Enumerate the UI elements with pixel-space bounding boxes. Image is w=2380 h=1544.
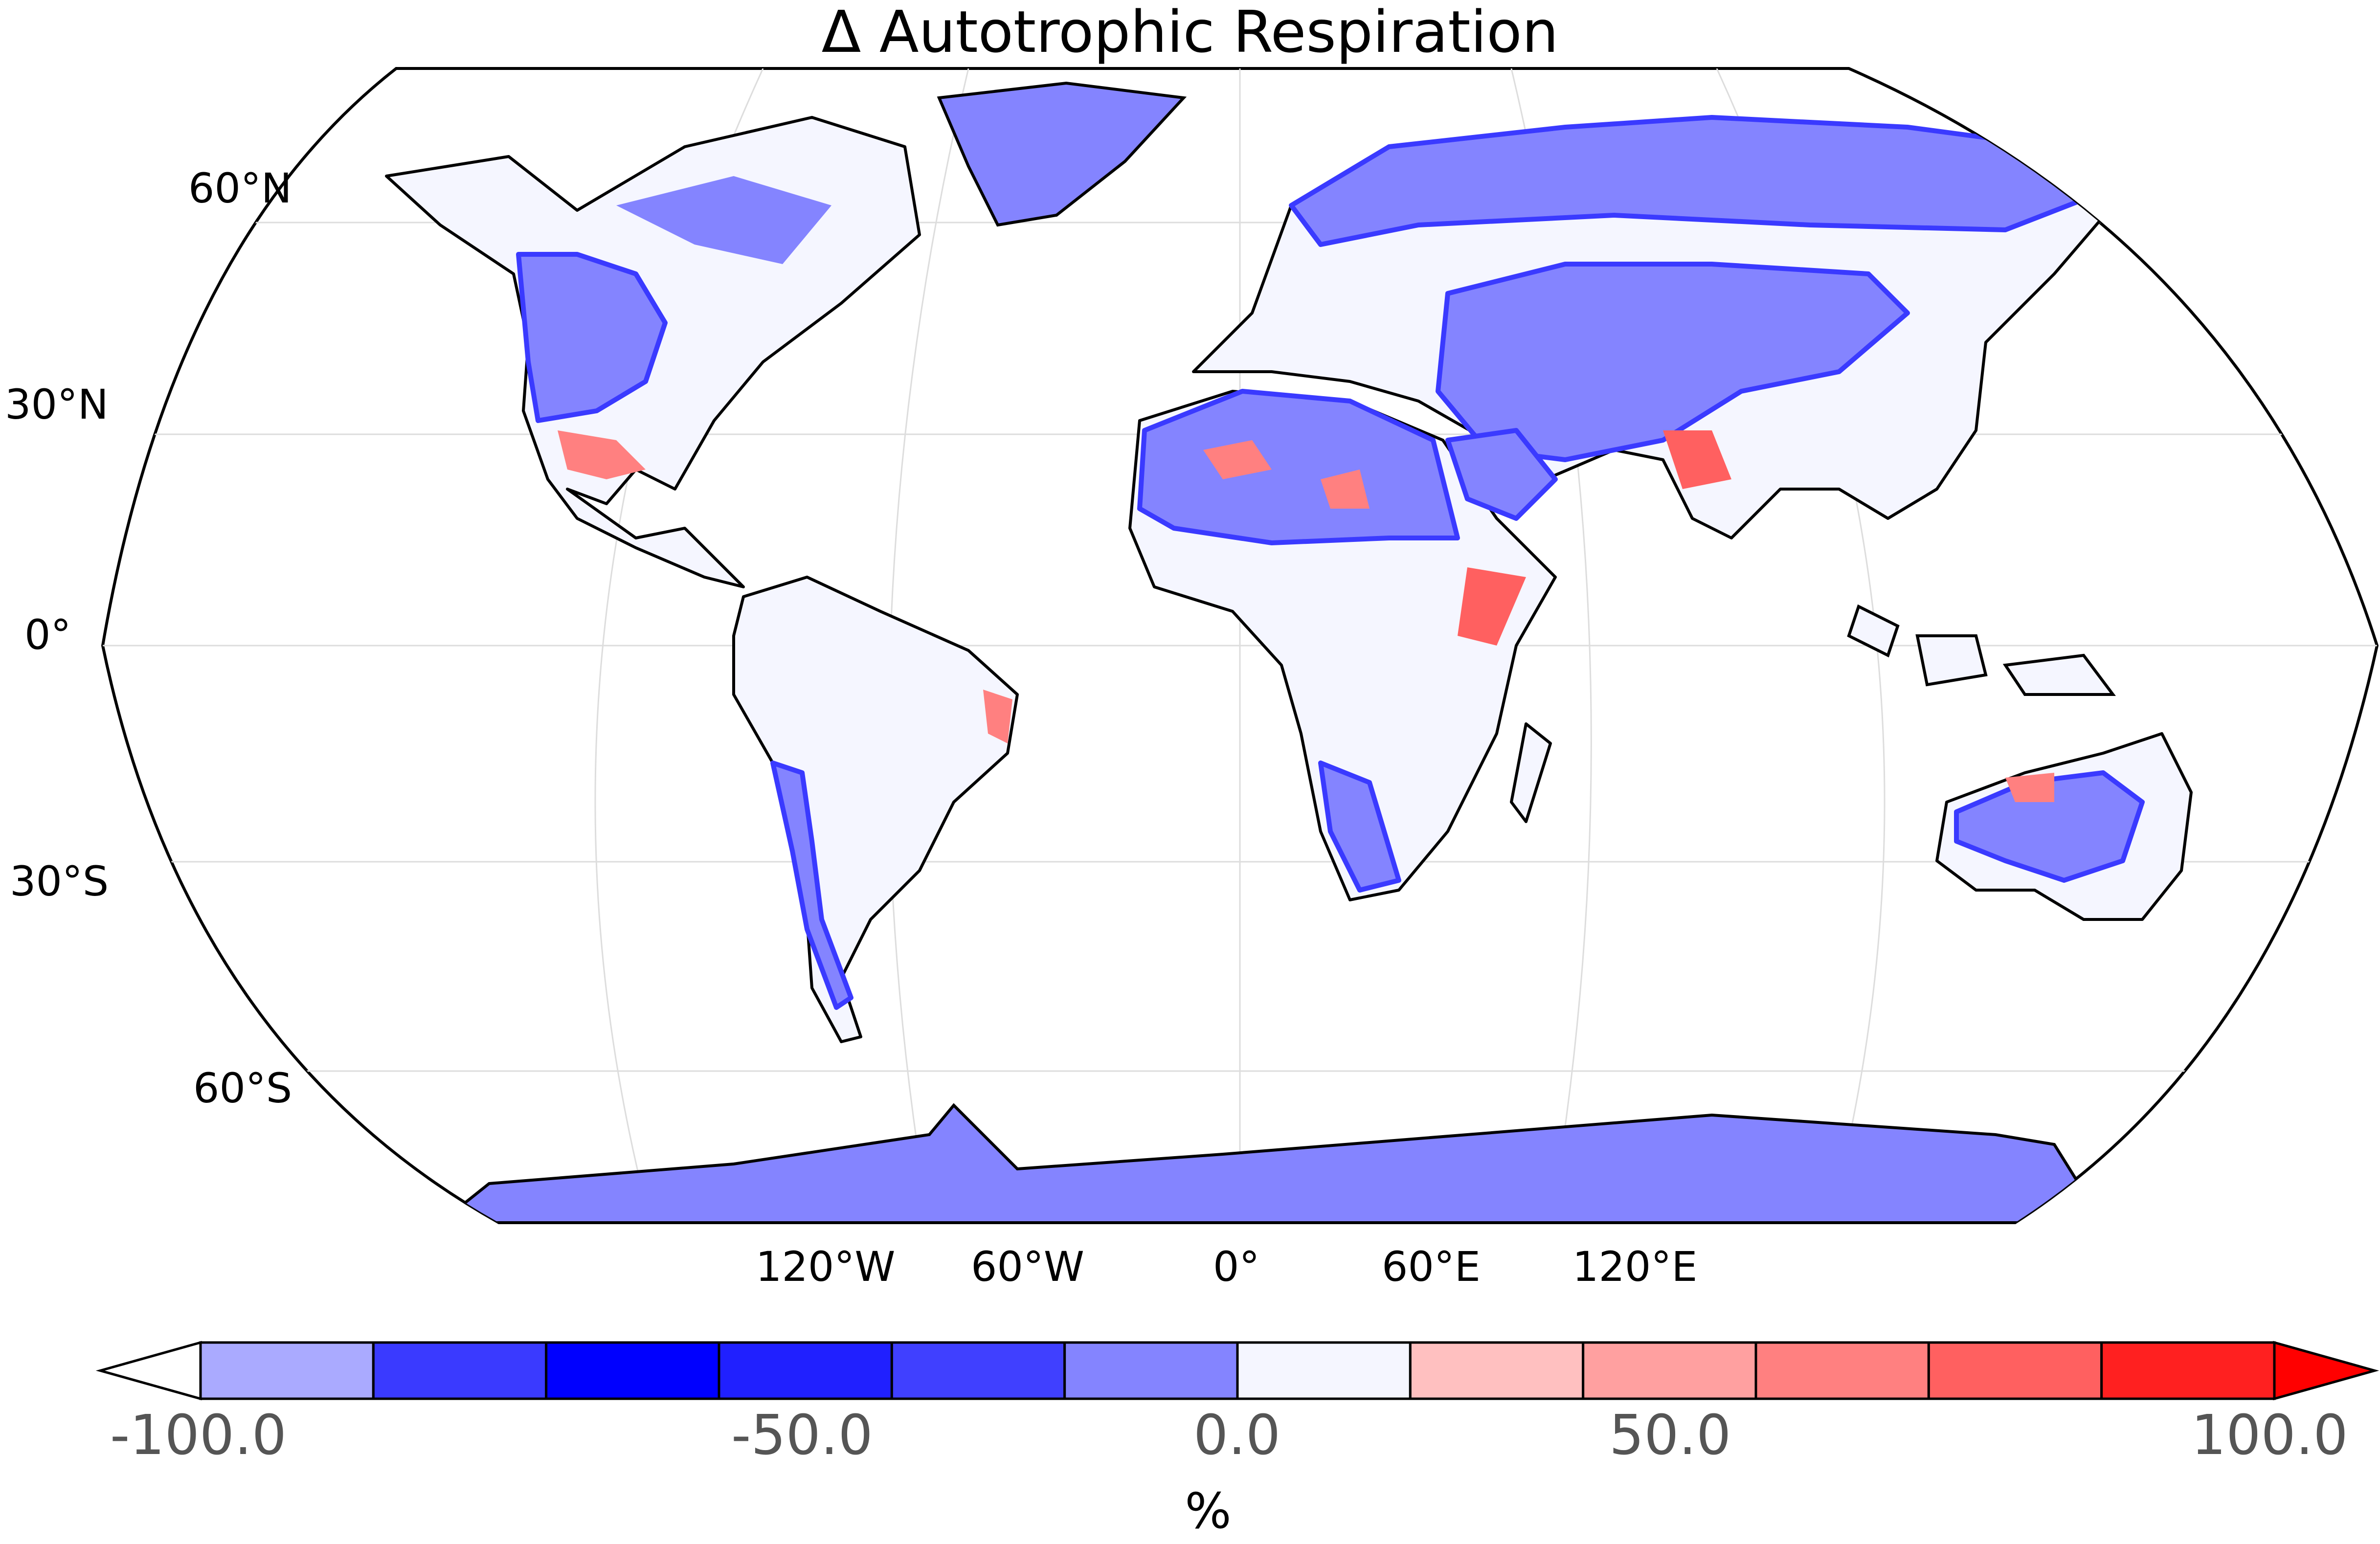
greenland	[937, 81, 1187, 227]
colorbar-segment	[2100, 1341, 2276, 1400]
colorbar-tick-label: -50.0	[731, 1404, 873, 1467]
lon-label-0: 0°	[1213, 1243, 1260, 1291]
colorbar-segment	[890, 1341, 1066, 1400]
colorbar-tick-label: -100.0	[110, 1404, 287, 1467]
colorbar-unit-label: %	[1185, 1482, 1232, 1540]
colorbar-tick-label: 50.0	[1609, 1404, 1731, 1467]
colorbar-tick-label: 100.0	[2191, 1404, 2348, 1467]
lat-label-60s: 60°S	[193, 1064, 292, 1112]
south-america	[732, 576, 1019, 1043]
map-title: Δ Autotrophic Respiration	[821, 0, 1559, 66]
colorbar-segment	[199, 1341, 375, 1400]
lon-label-60w: 60°W	[971, 1243, 1084, 1291]
colorbar-segment	[1236, 1341, 1412, 1400]
colorbar-segment	[372, 1341, 548, 1400]
colorbar-segment	[1409, 1341, 1585, 1400]
antarctica	[436, 1103, 2106, 1223]
colorbar-segment	[545, 1341, 720, 1400]
lon-label-60e: 60°E	[1382, 1243, 1481, 1291]
lat-label-30s: 30°S	[10, 857, 109, 905]
colorbar-tick-label: 0.0	[1193, 1404, 1281, 1467]
lon-label-120w: 120°W	[756, 1243, 896, 1291]
lat-label-30n: 30°N	[5, 380, 109, 428]
colorbar-segment	[1582, 1341, 1757, 1400]
eurasia	[1192, 115, 2114, 539]
north-america	[385, 116, 921, 588]
africa	[1128, 389, 1557, 901]
australia	[1935, 732, 2193, 921]
lat-label-0: 0°	[24, 611, 71, 659]
lat-label-60n: 60°N	[188, 164, 292, 212]
colorbar-segment	[1063, 1341, 1239, 1400]
se-asia-islands	[1847, 604, 2116, 696]
colorbar-segment	[1754, 1341, 1930, 1400]
colorbar-segment	[1927, 1341, 2103, 1400]
colorbar-over-arrow	[2273, 1341, 2380, 1401]
colorbar	[95, 1341, 2380, 1401]
colorbar-segment	[718, 1341, 893, 1400]
lon-label-120e: 120°E	[1572, 1243, 1698, 1291]
colorbar-under-arrow	[95, 1341, 202, 1401]
